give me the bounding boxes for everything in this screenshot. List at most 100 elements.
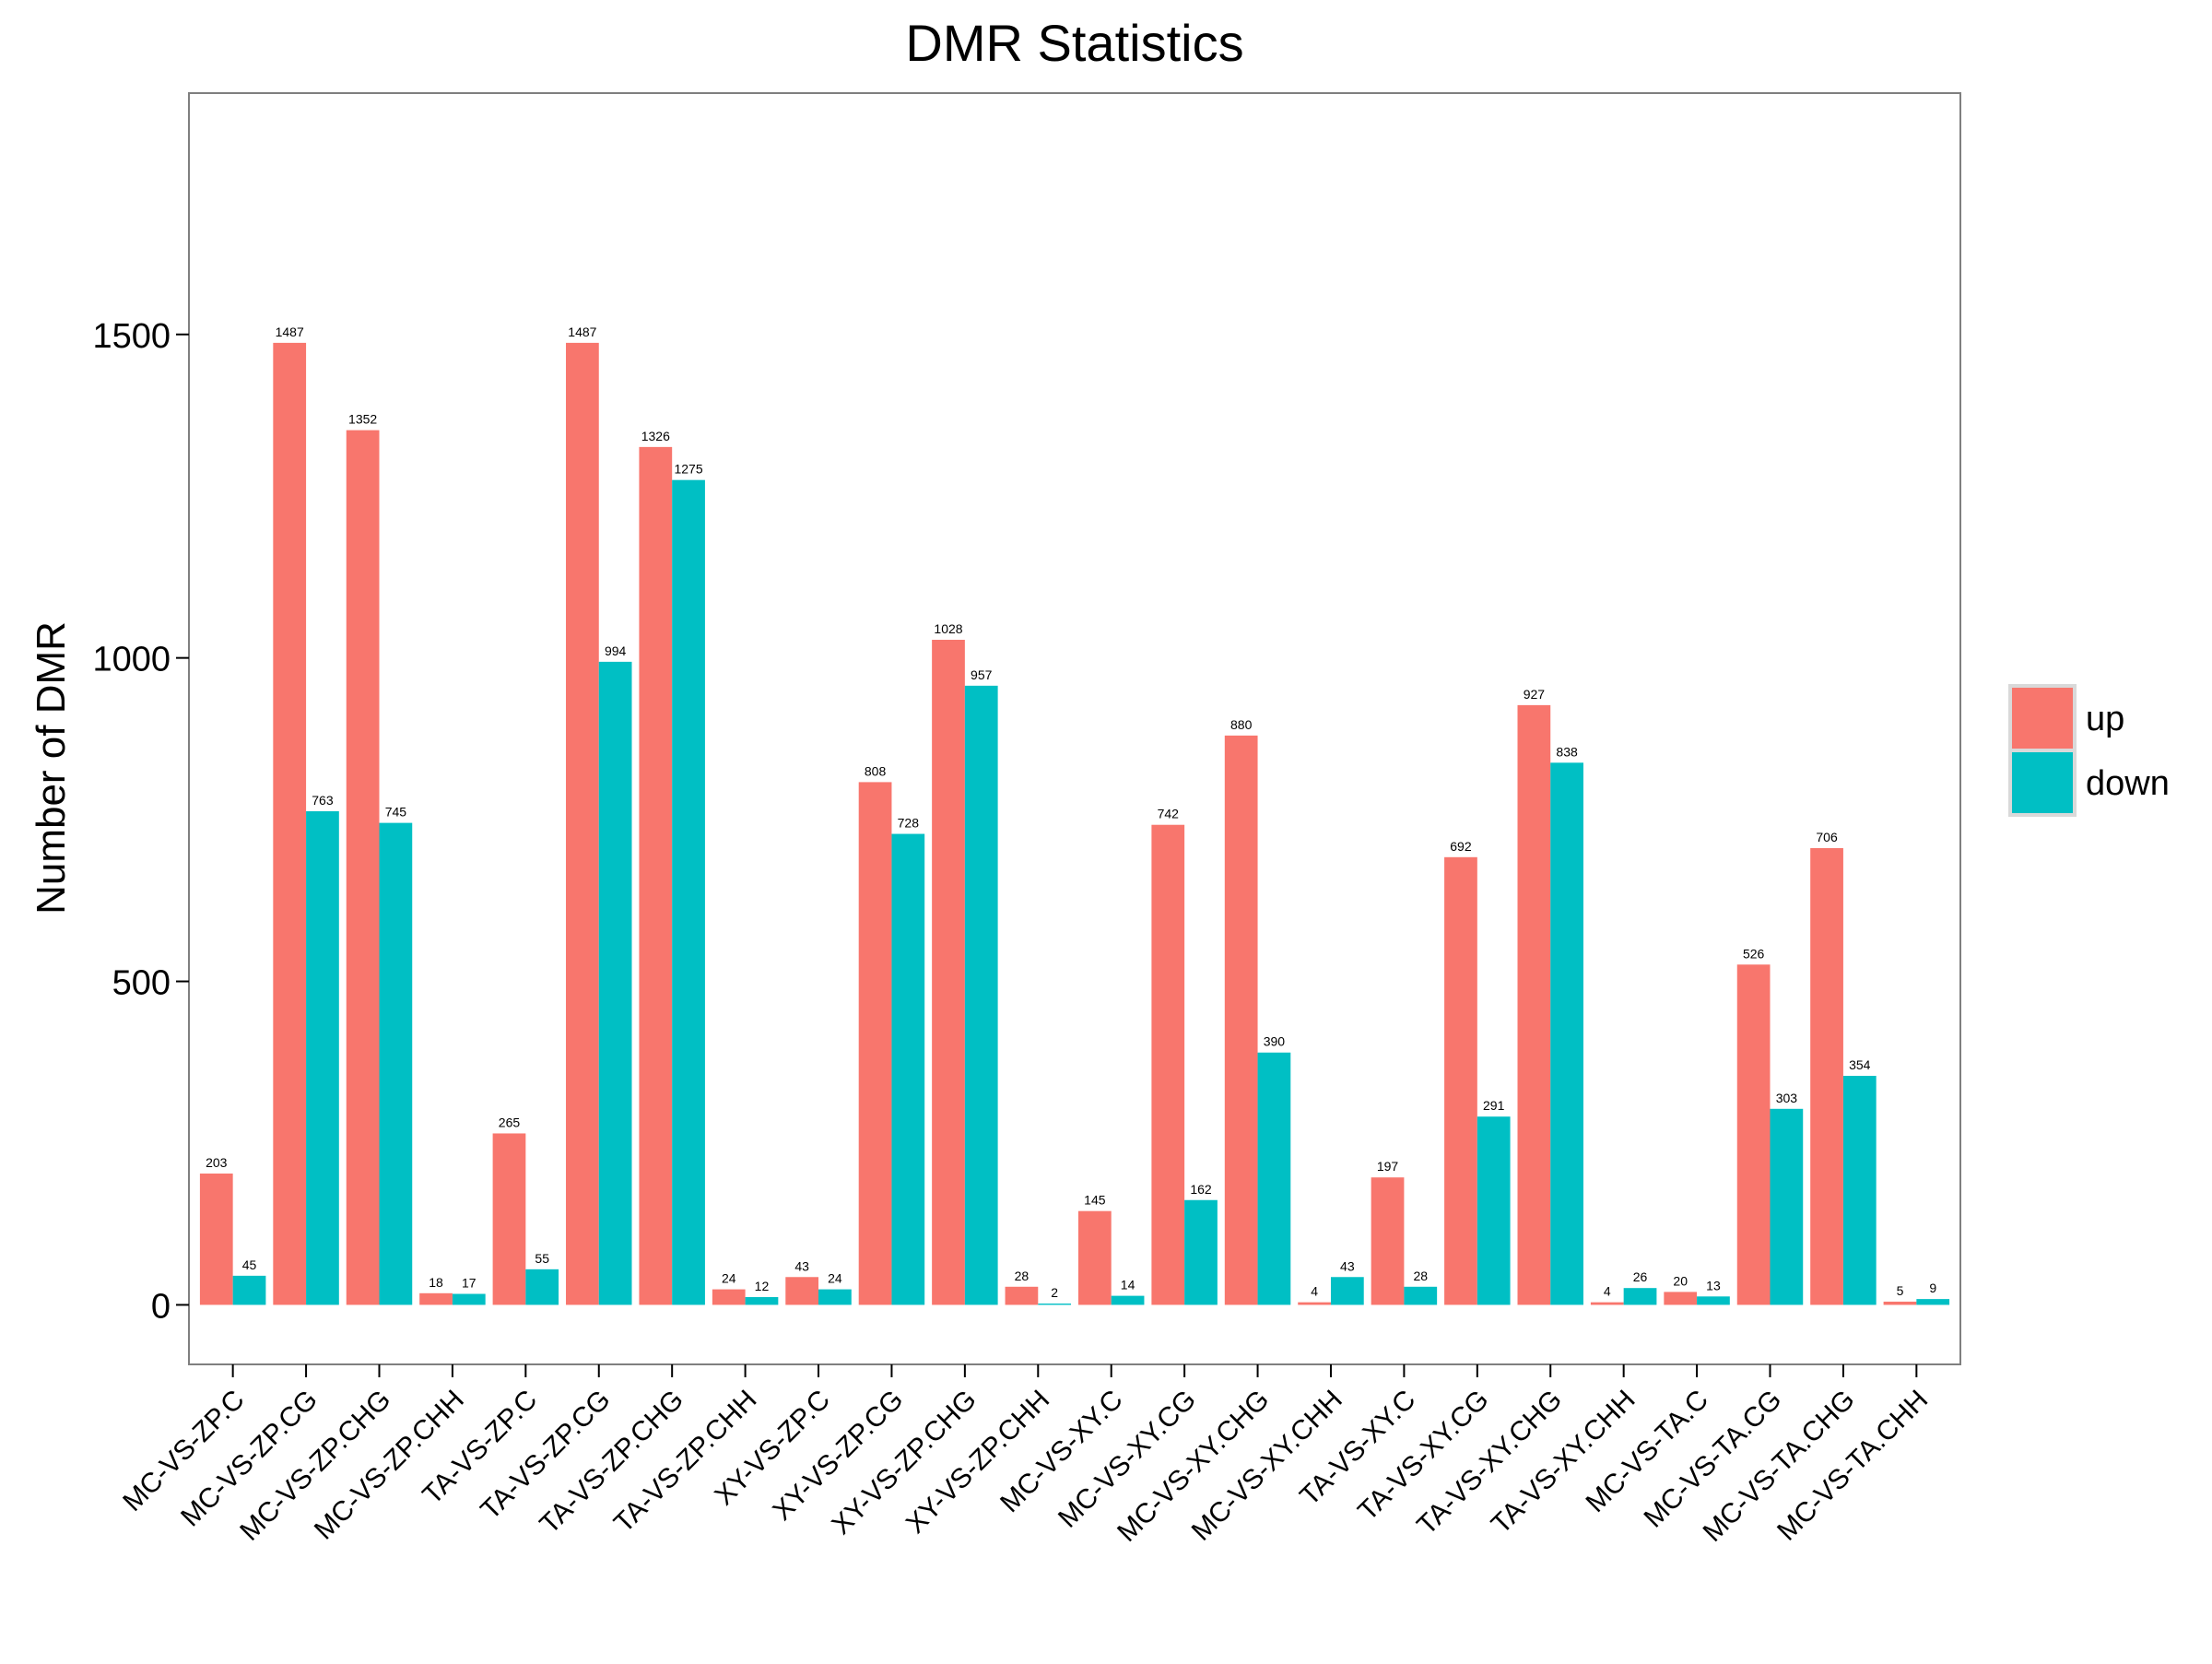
bar-label-up-TA-VS-XY.CG: 692	[1450, 839, 1472, 854]
bar-label-up-MC-VS-TA.C: 20	[1673, 1273, 1688, 1288]
bar-label-down-XY-VS-ZP.CHG: 957	[971, 667, 993, 682]
bar-label-up-MC-VS-XY.CHH: 4	[1311, 1284, 1318, 1299]
bar-label-up-MC-VS-XY.C: 145	[1084, 1193, 1106, 1208]
bar-label-down-TA-VS-ZP.C: 55	[535, 1251, 549, 1266]
bar-up-MC-VS-XY.CG	[1151, 824, 1185, 1305]
bar-label-down-TA-VS-XY.CHG: 838	[1556, 744, 1578, 759]
bar-up-TA-VS-XY.C	[1371, 1177, 1405, 1305]
bar-label-up-TA-VS-XY.CHH: 4	[1604, 1284, 1611, 1299]
bar-label-down-TA-VS-XY.CG: 291	[1483, 1098, 1505, 1113]
bar-label-down-MC-VS-TA.CG: 303	[1776, 1091, 1798, 1105]
bar-down-MC-VS-TA.CG	[1770, 1108, 1804, 1305]
bar-down-TA-VS-XY.C	[1404, 1286, 1438, 1305]
bar-up-MC-VS-TA.C	[1664, 1292, 1698, 1305]
bar-down-MC-VS-XY.CG	[1184, 1199, 1218, 1305]
bar-up-TA-VS-ZP.C	[492, 1133, 526, 1305]
bar-down-MC-VS-ZP.CHH	[452, 1293, 486, 1305]
bar-label-up-MC-VS-TA.CHG: 706	[1816, 830, 1838, 844]
bar-label-up-XY-VS-ZP.CHH: 28	[1015, 1269, 1030, 1283]
y-axis-title: Number of DMR	[29, 621, 74, 915]
plot-panel	[188, 92, 1961, 1365]
bar-label-up-XY-VS-ZP.CHG: 1028	[934, 621, 962, 636]
bar-up-MC-VS-ZP.CHG	[346, 430, 380, 1305]
bar-label-down-MC-VS-TA.C: 13	[1706, 1278, 1721, 1292]
bar-down-MC-VS-ZP.C	[232, 1275, 266, 1305]
y-tick-label-1000: 1000	[92, 641, 171, 679]
bar-up-TA-VS-XY.CHH	[1590, 1302, 1624, 1305]
bar-down-XY-VS-ZP.C	[818, 1289, 852, 1305]
bar-down-MC-VS-ZP.CHG	[379, 822, 413, 1305]
bar-down-MC-VS-TA.CHG	[1842, 1076, 1877, 1305]
chart-title: DMR Statistics	[905, 14, 1243, 72]
bar-down-TA-VS-ZP.CG	[598, 661, 632, 1305]
bar-up-TA-VS-XY.CHG	[1517, 704, 1551, 1305]
bar-up-MC-VS-XY.C	[1077, 1210, 1112, 1305]
bar-up-TA-VS-XY.CG	[1444, 856, 1477, 1305]
bar-label-up-XY-VS-ZP.CG: 808	[865, 763, 887, 778]
bar-up-MC-VS-TA.CHG	[1810, 847, 1843, 1305]
bar-down-MC-VS-TA.CHH	[1916, 1299, 1950, 1305]
bar-label-up-MC-VS-ZP.CHG: 1352	[348, 412, 377, 427]
bar-down-MC-VS-XY.C	[1111, 1295, 1145, 1305]
bar-down-TA-VS-XY.CHH	[1623, 1288, 1657, 1305]
bar-label-down-XY-VS-ZP.C: 24	[828, 1271, 842, 1286]
y-tick-label-1500: 1500	[92, 317, 171, 356]
legend: up down	[2008, 684, 2170, 817]
bar-down-MC-VS-XY.CHH	[1330, 1277, 1364, 1305]
bar-label-down-MC-VS-TA.CHH: 9	[1929, 1280, 1936, 1295]
bar-label-down-MC-VS-TA.CHG: 354	[1849, 1057, 1871, 1072]
bar-down-XY-VS-ZP.CHG	[964, 685, 998, 1305]
bar-up-MC-VS-XY.CHH	[1298, 1302, 1331, 1305]
bar-label-down-TA-VS-ZP.CHG: 1275	[674, 462, 702, 477]
bar-label-up-MC-VS-TA.CHH: 5	[1897, 1283, 1904, 1298]
bar-label-up-TA-VS-ZP.CG: 1487	[568, 325, 596, 339]
bar-label-down-MC-VS-XY.CHH: 43	[1340, 1258, 1355, 1273]
bar-up-MC-VS-ZP.C	[199, 1173, 233, 1305]
bar-up-MC-VS-ZP.CHH	[419, 1292, 453, 1305]
bar-down-MC-VS-TA.C	[1697, 1296, 1730, 1305]
bars-layer	[199, 342, 1950, 1305]
bar-label-down-MC-VS-XY.C: 14	[1121, 1278, 1135, 1292]
bar-label-down-MC-VS-ZP.CHH: 17	[462, 1276, 477, 1291]
legend-key-up	[2012, 688, 2073, 749]
bar-up-MC-VS-XY.CHG	[1224, 735, 1258, 1305]
y-tick-label-0: 0	[151, 1287, 171, 1326]
bar-up-MC-VS-TA.CHH	[1883, 1301, 1917, 1305]
bar-label-up-MC-VS-ZP.CG: 1487	[276, 325, 304, 339]
bar-label-up-MC-VS-TA.CG: 526	[1743, 946, 1765, 961]
bar-up-TA-VS-ZP.CHG	[639, 446, 673, 1305]
bar-up-XY-VS-ZP.C	[785, 1277, 819, 1305]
bar-up-MC-VS-ZP.CG	[273, 342, 307, 1305]
bar-down-TA-VS-ZP.CHG	[672, 479, 705, 1305]
bar-down-MC-VS-ZP.CG	[306, 810, 339, 1305]
bar-up-TA-VS-ZP.CHH	[712, 1289, 746, 1305]
bar-label-down-TA-VS-ZP.CG: 994	[605, 643, 627, 658]
bar-label-down-TA-VS-ZP.CHH: 12	[755, 1279, 770, 1293]
bar-up-XY-VS-ZP.CHG	[932, 640, 965, 1305]
bar-label-down-TA-VS-XY.C: 28	[1413, 1269, 1428, 1283]
bar-label-down-XY-VS-ZP.CHH: 2	[1051, 1285, 1058, 1300]
bar-label-up-MC-VS-XY.CG: 742	[1158, 807, 1180, 821]
bar-label-down-MC-VS-XY.CG: 162	[1190, 1182, 1212, 1197]
bar-label-up-MC-VS-XY.CHG: 880	[1230, 717, 1253, 732]
y-tick-label-500: 500	[112, 964, 171, 1003]
bar-label-down-MC-VS-XY.CHG: 390	[1264, 1034, 1286, 1049]
bar-up-XY-VS-ZP.CG	[858, 782, 892, 1305]
bar-label-down-XY-VS-ZP.CG: 728	[898, 816, 920, 831]
bar-down-TA-VS-ZP.CHH	[745, 1297, 779, 1305]
bar-label-up-TA-VS-ZP.CHG: 1326	[641, 429, 670, 443]
bar-label-up-MC-VS-ZP.CHH: 18	[429, 1275, 443, 1290]
bar-up-XY-VS-ZP.CHH	[1005, 1286, 1039, 1305]
bar-label-up-MC-VS-ZP.C: 203	[206, 1155, 228, 1170]
bar-down-TA-VS-ZP.C	[525, 1269, 559, 1305]
bar-up-TA-VS-ZP.CG	[566, 342, 599, 1305]
bar-down-XY-VS-ZP.CG	[891, 833, 925, 1305]
bar-label-down-MC-VS-ZP.C: 45	[242, 1257, 257, 1272]
bar-label-down-MC-VS-ZP.CG: 763	[312, 793, 334, 808]
bar-down-TA-VS-XY.CG	[1477, 1116, 1511, 1305]
bar-label-down-MC-VS-ZP.CHG: 745	[385, 805, 407, 820]
bar-down-TA-VS-XY.CHG	[1550, 762, 1583, 1305]
